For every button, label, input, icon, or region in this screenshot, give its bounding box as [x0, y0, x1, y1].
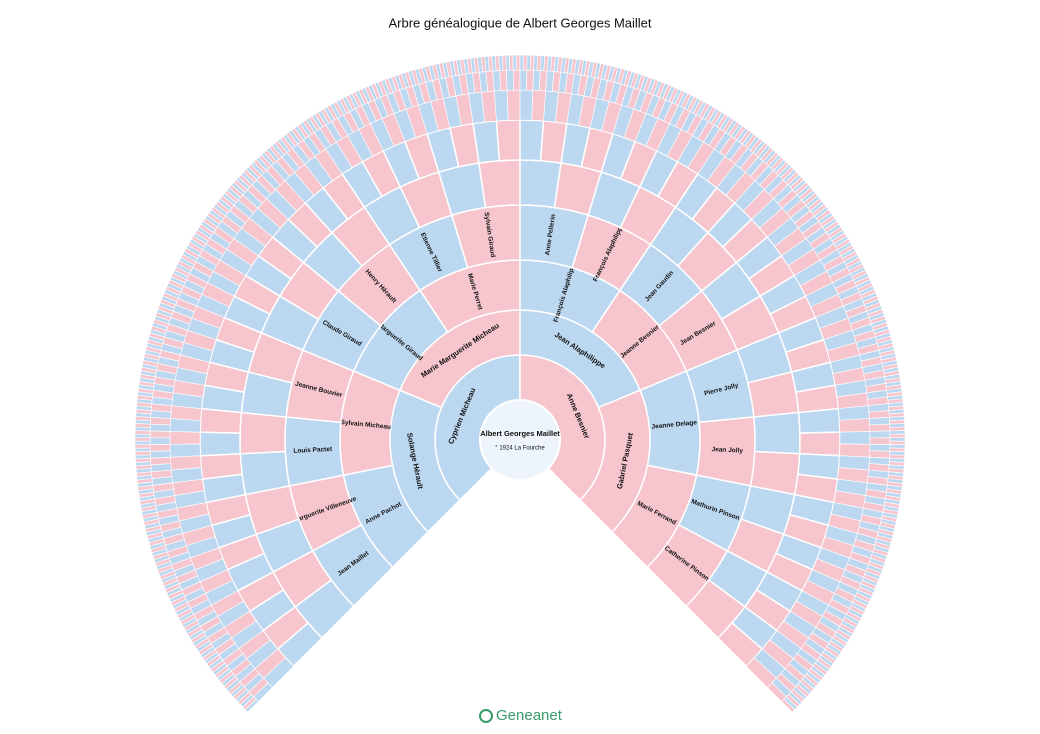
ancestor-cell	[495, 119, 521, 162]
ancestor-cell	[149, 430, 171, 439]
ancestor-cell	[509, 54, 514, 71]
ancestor-cell	[869, 443, 891, 452]
ancestor-cell	[170, 455, 202, 471]
ancestor-cell	[516, 54, 521, 71]
ancestor-cell	[797, 407, 841, 434]
ancestor-cell	[169, 443, 201, 458]
ancestor-cell	[478, 159, 521, 209]
ancestor-name: Sylvain Micheau	[340, 419, 391, 431]
ancestor-cell	[519, 54, 524, 71]
ancestor-cell	[869, 437, 891, 445]
ancestor-cell	[134, 447, 151, 453]
ancestor-name: Louis Pactet	[293, 446, 333, 455]
ancestor-cell	[753, 411, 801, 455]
ancestor-cell	[149, 423, 171, 432]
ancestor-cell	[493, 89, 509, 122]
ancestor-cell	[838, 405, 870, 421]
ancestor-name: Jean Jolly	[711, 446, 743, 455]
ancestor-cell	[526, 69, 534, 91]
ancestor-cell	[506, 89, 521, 121]
ancestor-cell	[781, 698, 796, 713]
ancestor-cell	[199, 452, 243, 481]
ancestor-cell	[798, 431, 841, 457]
ancestor-cell	[839, 418, 871, 433]
title: Arbre généalogique de Albert Georges Mai…	[388, 15, 651, 30]
ancestor-cell	[869, 430, 891, 439]
ancestor-name: Jeanne Delage	[651, 419, 697, 430]
ancestor-cell	[169, 418, 201, 433]
ancestor-cell	[512, 54, 517, 71]
ancestor-cell	[134, 440, 151, 446]
ancestor-cell	[839, 443, 871, 458]
ancestor-cell	[499, 69, 508, 91]
ancestor-cell	[519, 69, 528, 91]
ancestor-cell	[149, 437, 171, 445]
ancestor-cell	[889, 437, 906, 442]
ancestor-cell	[889, 433, 906, 439]
root-cell	[479, 399, 561, 481]
ancestor-cell	[512, 69, 521, 91]
ancestor-cell	[506, 69, 514, 91]
ancestor-cell	[134, 433, 151, 439]
ancestor-cell	[134, 437, 151, 442]
ancestor-cell	[150, 456, 172, 466]
ancestor-cell	[239, 411, 287, 455]
ancestor-cell	[149, 443, 171, 452]
ancestor-cell	[869, 416, 890, 426]
ancestor-cell	[523, 54, 528, 71]
ancestor-cell	[149, 450, 171, 459]
ancestor-cell	[889, 430, 906, 435]
ancestor-cell	[889, 440, 906, 446]
ancestor-cell	[519, 119, 545, 162]
brand-logo	[479, 709, 493, 723]
root-name: Albert Georges Maillet	[480, 429, 560, 438]
ancestor-cell	[839, 431, 871, 445]
ancestor-cell	[169, 431, 201, 445]
brand: Geneanet	[496, 707, 563, 724]
ancestor-cell	[134, 444, 151, 449]
ancestor-cell	[869, 423, 891, 432]
ancestor-cell	[199, 431, 242, 457]
ancestor-cell	[519, 89, 534, 121]
root-born: ° 1924 La Fourche	[495, 446, 545, 452]
